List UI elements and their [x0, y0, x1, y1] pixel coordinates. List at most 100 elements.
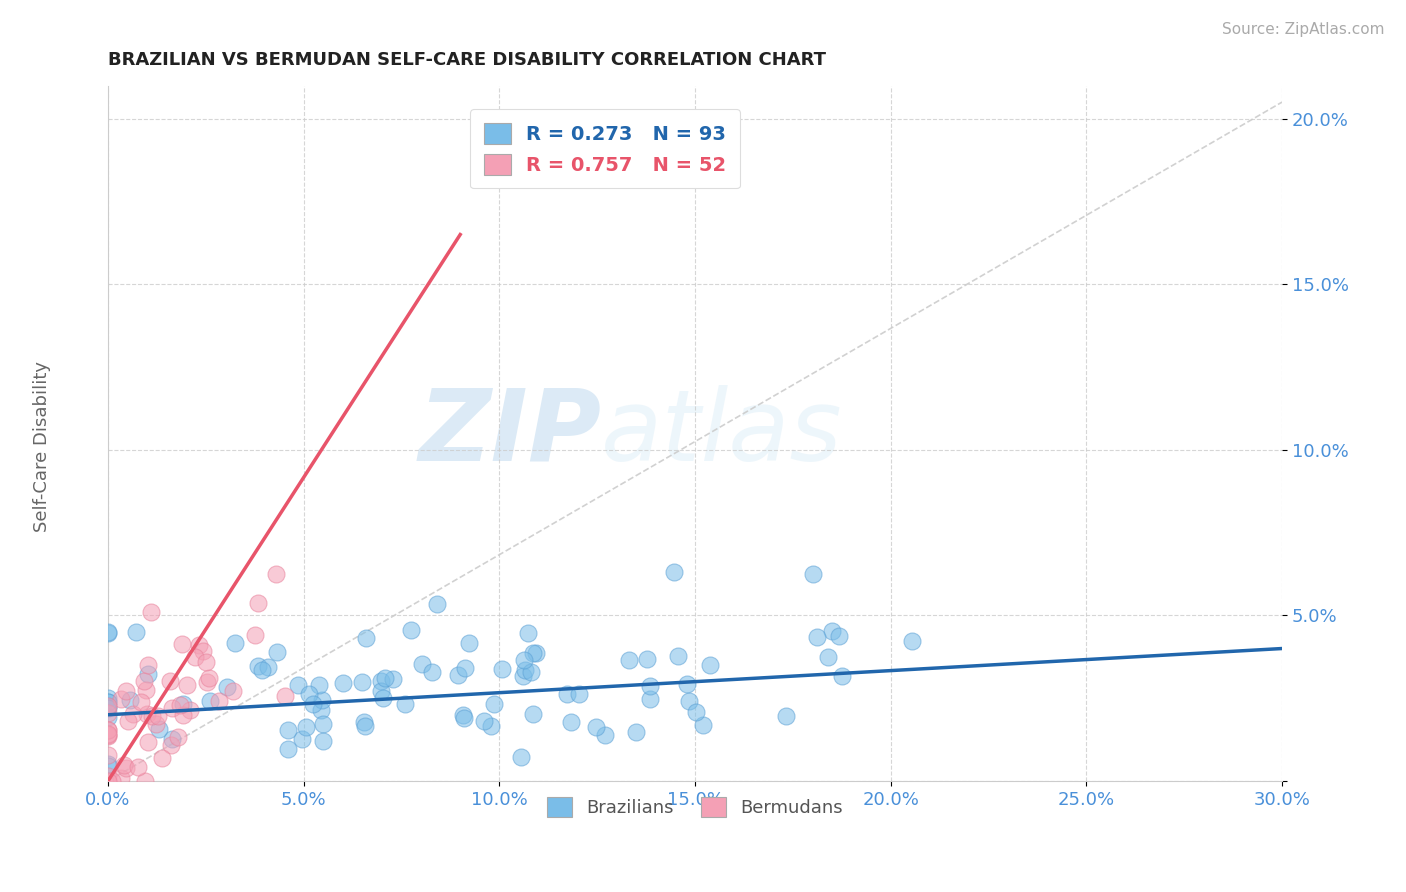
Point	[97, 727, 120, 741]
Point	[513, 652, 536, 666]
Point	[194, 655, 217, 669]
Point	[246, 659, 269, 673]
Point	[287, 678, 309, 692]
Point	[97, 710, 120, 724]
Point	[132, 674, 155, 689]
Point	[828, 629, 851, 643]
Point	[638, 679, 661, 693]
Point	[666, 648, 689, 663]
Point	[150, 750, 173, 764]
Point	[160, 701, 183, 715]
Point	[370, 673, 392, 688]
Point	[188, 638, 211, 652]
Point	[97, 695, 120, 709]
Point	[312, 717, 335, 731]
Point	[198, 672, 221, 686]
Point	[482, 698, 505, 712]
Point	[117, 714, 139, 729]
Point	[97, 729, 120, 743]
Point	[457, 635, 479, 649]
Point	[353, 718, 375, 732]
Point	[585, 720, 607, 734]
Point	[295, 720, 318, 734]
Point	[169, 698, 191, 712]
Point	[309, 703, 332, 717]
Text: atlas: atlas	[602, 384, 842, 482]
Point	[311, 693, 333, 707]
Point	[97, 747, 120, 762]
Point	[160, 739, 183, 753]
Point	[411, 657, 433, 671]
Point	[308, 678, 330, 692]
Point	[198, 693, 221, 707]
Point	[170, 637, 193, 651]
Text: BRAZILIAN VS BERMUDAN SELF-CARE DISABILITY CORRELATION CHART: BRAZILIAN VS BERMUDAN SELF-CARE DISABILI…	[108, 51, 825, 69]
Point	[112, 757, 135, 772]
Point	[139, 606, 162, 620]
Point	[692, 718, 714, 732]
Point	[491, 662, 513, 676]
Point	[775, 708, 797, 723]
Point	[454, 661, 477, 675]
Point	[353, 714, 375, 729]
Point	[678, 694, 700, 708]
Point	[332, 675, 354, 690]
Point	[110, 771, 132, 785]
Point	[512, 669, 534, 683]
Point	[172, 697, 194, 711]
Point	[97, 691, 120, 706]
Point	[638, 691, 661, 706]
Point	[370, 683, 392, 698]
Point	[135, 683, 157, 698]
Point	[356, 631, 378, 645]
Point	[129, 695, 152, 709]
Point	[172, 708, 194, 723]
Point	[522, 707, 544, 722]
Point	[97, 695, 120, 709]
Text: Source: ZipAtlas.com: Source: ZipAtlas.com	[1222, 22, 1385, 37]
Point	[141, 709, 163, 723]
Point	[159, 673, 181, 688]
Point	[97, 774, 120, 789]
Point	[136, 734, 159, 748]
Point	[224, 635, 246, 649]
Point	[176, 678, 198, 692]
Point	[447, 668, 470, 682]
Text: Self-Care Disability: Self-Care Disability	[34, 360, 51, 532]
Point	[803, 567, 825, 582]
Point	[247, 596, 270, 610]
Point	[374, 671, 396, 685]
Point	[291, 732, 314, 747]
Point	[97, 625, 120, 640]
Point	[831, 669, 853, 683]
Point	[595, 728, 617, 742]
Point	[222, 684, 245, 698]
Point	[312, 733, 335, 747]
Point	[472, 714, 495, 728]
Point	[451, 708, 474, 723]
Point	[302, 698, 325, 712]
Point	[146, 709, 169, 723]
Point	[97, 759, 120, 773]
Point	[97, 706, 120, 721]
Point	[122, 707, 145, 722]
Point	[120, 693, 142, 707]
Point	[676, 676, 699, 690]
Point	[114, 761, 136, 775]
Point	[97, 757, 120, 772]
Point	[350, 675, 373, 690]
Point	[520, 665, 543, 680]
Point	[382, 672, 405, 686]
Point	[399, 623, 422, 637]
Point	[568, 687, 591, 701]
Legend: Brazilians, Bermudans: Brazilians, Bermudans	[540, 789, 851, 824]
Point	[257, 659, 280, 673]
Point	[266, 645, 288, 659]
Point	[699, 658, 721, 673]
Point	[97, 769, 120, 783]
Point	[101, 774, 124, 789]
Point	[453, 711, 475, 725]
Point	[513, 663, 536, 677]
Point	[243, 628, 266, 642]
Point	[97, 723, 120, 737]
